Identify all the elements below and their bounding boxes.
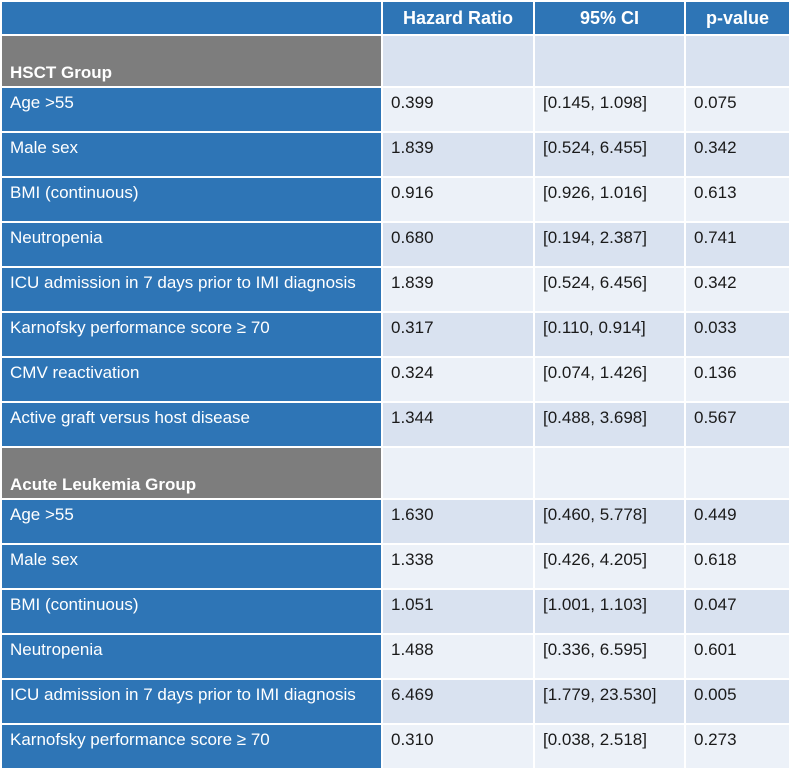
table-row: Neutropenia 0.680 [0.194, 2.387] 0.741 <box>2 223 789 266</box>
hazard-ratio-cell: 1.839 <box>383 268 533 311</box>
group-empty-cell <box>686 448 789 498</box>
row-label: ICU admission in 7 days prior to IMI dia… <box>2 268 381 311</box>
group-label: HSCT Group <box>2 36 381 86</box>
p-value-cell: 0.618 <box>686 545 789 588</box>
hazard-ratio-cell: 0.399 <box>383 88 533 131</box>
table-row: Male sex 1.338 [0.426, 4.205] 0.618 <box>2 545 789 588</box>
table-row: ICU admission in 7 days prior to IMI dia… <box>2 680 789 723</box>
p-value-cell: 0.342 <box>686 268 789 311</box>
ci-cell: [0.145, 1.098] <box>535 88 684 131</box>
hazard-ratio-cell: 0.317 <box>383 313 533 356</box>
table-row: Age >55 0.399 [0.145, 1.098] 0.075 <box>2 88 789 131</box>
group-empty-cell <box>535 448 684 498</box>
table-row: BMI (continuous) 1.051 [1.001, 1.103] 0.047 <box>2 590 789 633</box>
group-label: Acute Leukemia Group <box>2 448 381 498</box>
table-row: Neutropenia 1.488 [0.336, 6.595] 0.601 <box>2 635 789 678</box>
group-empty-cell <box>686 36 789 86</box>
row-label: Neutropenia <box>2 635 381 678</box>
ci-cell: [0.524, 6.455] <box>535 133 684 176</box>
column-header-hazard-ratio: Hazard Ratio <box>383 2 533 34</box>
row-label: BMI (continuous) <box>2 178 381 221</box>
table-row: Male sex 1.839 [0.524, 6.455] 0.342 <box>2 133 789 176</box>
p-value-cell: 0.273 <box>686 725 789 768</box>
row-label: Neutropenia <box>2 223 381 266</box>
ci-cell: [0.038, 2.518] <box>535 725 684 768</box>
p-value-cell: 0.033 <box>686 313 789 356</box>
group-header-row: HSCT Group <box>2 36 789 86</box>
ci-cell: [0.336, 6.595] <box>535 635 684 678</box>
hazard-ratio-cell: 1.839 <box>383 133 533 176</box>
hazard-ratio-cell: 0.680 <box>383 223 533 266</box>
ci-cell: [0.074, 1.426] <box>535 358 684 401</box>
column-header-blank <box>2 2 381 34</box>
p-value-cell: 0.005 <box>686 680 789 723</box>
row-label: BMI (continuous) <box>2 590 381 633</box>
hazard-ratio-cell: 0.310 <box>383 725 533 768</box>
p-value-cell: 0.567 <box>686 403 789 446</box>
p-value-cell: 0.613 <box>686 178 789 221</box>
row-label: CMV reactivation <box>2 358 381 401</box>
table-row: ICU admission in 7 days prior to IMI dia… <box>2 268 789 311</box>
hazard-ratio-cell: 1.338 <box>383 545 533 588</box>
ci-cell: [0.460, 5.778] <box>535 500 684 543</box>
row-label: Male sex <box>2 133 381 176</box>
ci-cell: [1.779, 23.530] <box>535 680 684 723</box>
column-header-p-value: p-value <box>686 2 789 34</box>
row-label: Karnofsky performance score ≥ 70 <box>2 313 381 356</box>
row-label: Age >55 <box>2 500 381 543</box>
p-value-cell: 0.075 <box>686 88 789 131</box>
header-row: Hazard Ratio 95% CI p-value <box>2 2 789 34</box>
table-row: Karnofsky performance score ≥ 70 0.310 [0.… <box>2 725 789 768</box>
group-empty-cell <box>383 36 533 86</box>
p-value-cell: 0.136 <box>686 358 789 401</box>
ci-cell: [1.001, 1.103] <box>535 590 684 633</box>
table-row: BMI (continuous) 0.916 [0.926, 1.016] 0.613 <box>2 178 789 221</box>
table-row: Active graft versus host disease 1.344 [0.… <box>2 403 789 446</box>
ci-cell: [0.426, 4.205] <box>535 545 684 588</box>
p-value-cell: 0.601 <box>686 635 789 678</box>
hazard-ratio-cell: 1.344 <box>383 403 533 446</box>
p-value-cell: 0.741 <box>686 223 789 266</box>
row-label: Active graft versus host disease <box>2 403 381 446</box>
ci-cell: [0.110, 0.914] <box>535 313 684 356</box>
row-label: Age >55 <box>2 88 381 131</box>
p-value-cell: 0.047 <box>686 590 789 633</box>
column-header-95ci: 95% CI <box>535 2 684 34</box>
ci-cell: [0.926, 1.016] <box>535 178 684 221</box>
table-row: Karnofsky performance score ≥ 70 0.317 [0.… <box>2 313 789 356</box>
hazard-ratio-cell: 1.051 <box>383 590 533 633</box>
row-label: ICU admission in 7 days prior to IMI dia… <box>2 680 381 723</box>
p-value-cell: 0.449 <box>686 500 789 543</box>
ci-cell: [0.488, 3.698] <box>535 403 684 446</box>
hazard-ratio-cell: 6.469 <box>383 680 533 723</box>
row-label: Male sex <box>2 545 381 588</box>
table-row: Age >55 1.630 [0.460, 5.778] 0.449 <box>2 500 789 543</box>
group-header-row: Acute Leukemia Group <box>2 448 789 498</box>
table-row: CMV reactivation 0.324 [0.074, 1.426] 0.136 <box>2 358 789 401</box>
group-empty-cell <box>383 448 533 498</box>
hazard-ratio-cell: 0.324 <box>383 358 533 401</box>
hazard-ratio-cell: 1.630 <box>383 500 533 543</box>
hazard-ratio-cell: 0.916 <box>383 178 533 221</box>
group-empty-cell <box>535 36 684 86</box>
ci-cell: [0.524, 6.456] <box>535 268 684 311</box>
row-label: Karnofsky performance score ≥ 70 <box>2 725 381 768</box>
ci-cell: [0.194, 2.387] <box>535 223 684 266</box>
hazard-ratio-cell: 1.488 <box>383 635 533 678</box>
p-value-cell: 0.342 <box>686 133 789 176</box>
